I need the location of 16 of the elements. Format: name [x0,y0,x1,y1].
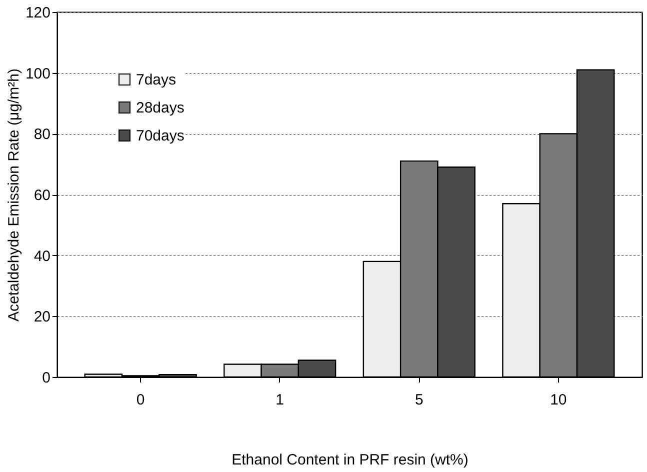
x-axis-title: Ethanol Content in PRF resin (wt%) [232,452,468,468]
y-axis-title: Acetaldehyde Emission Rate (μg/m²h) [5,68,22,322]
y-tick-label: 40 [34,248,50,265]
y-tick-label: 100 [25,65,50,82]
y-tick-label: 0 [42,370,50,386]
x-tick-label: 1 [276,392,284,408]
x-tick-label: 10 [550,392,567,408]
y-tick-label: 80 [34,126,50,144]
legend-label: 28days [136,100,184,116]
x-tick-label: 0 [136,392,145,408]
legend-label: 70days [136,128,184,144]
x-tick-label: 5 [414,392,424,408]
y-tick-label: 20 [34,308,50,326]
legend-label: 7days [136,72,176,88]
y-tick-label: 60 [34,187,50,204]
y-tick-label: 120 [25,4,50,22]
